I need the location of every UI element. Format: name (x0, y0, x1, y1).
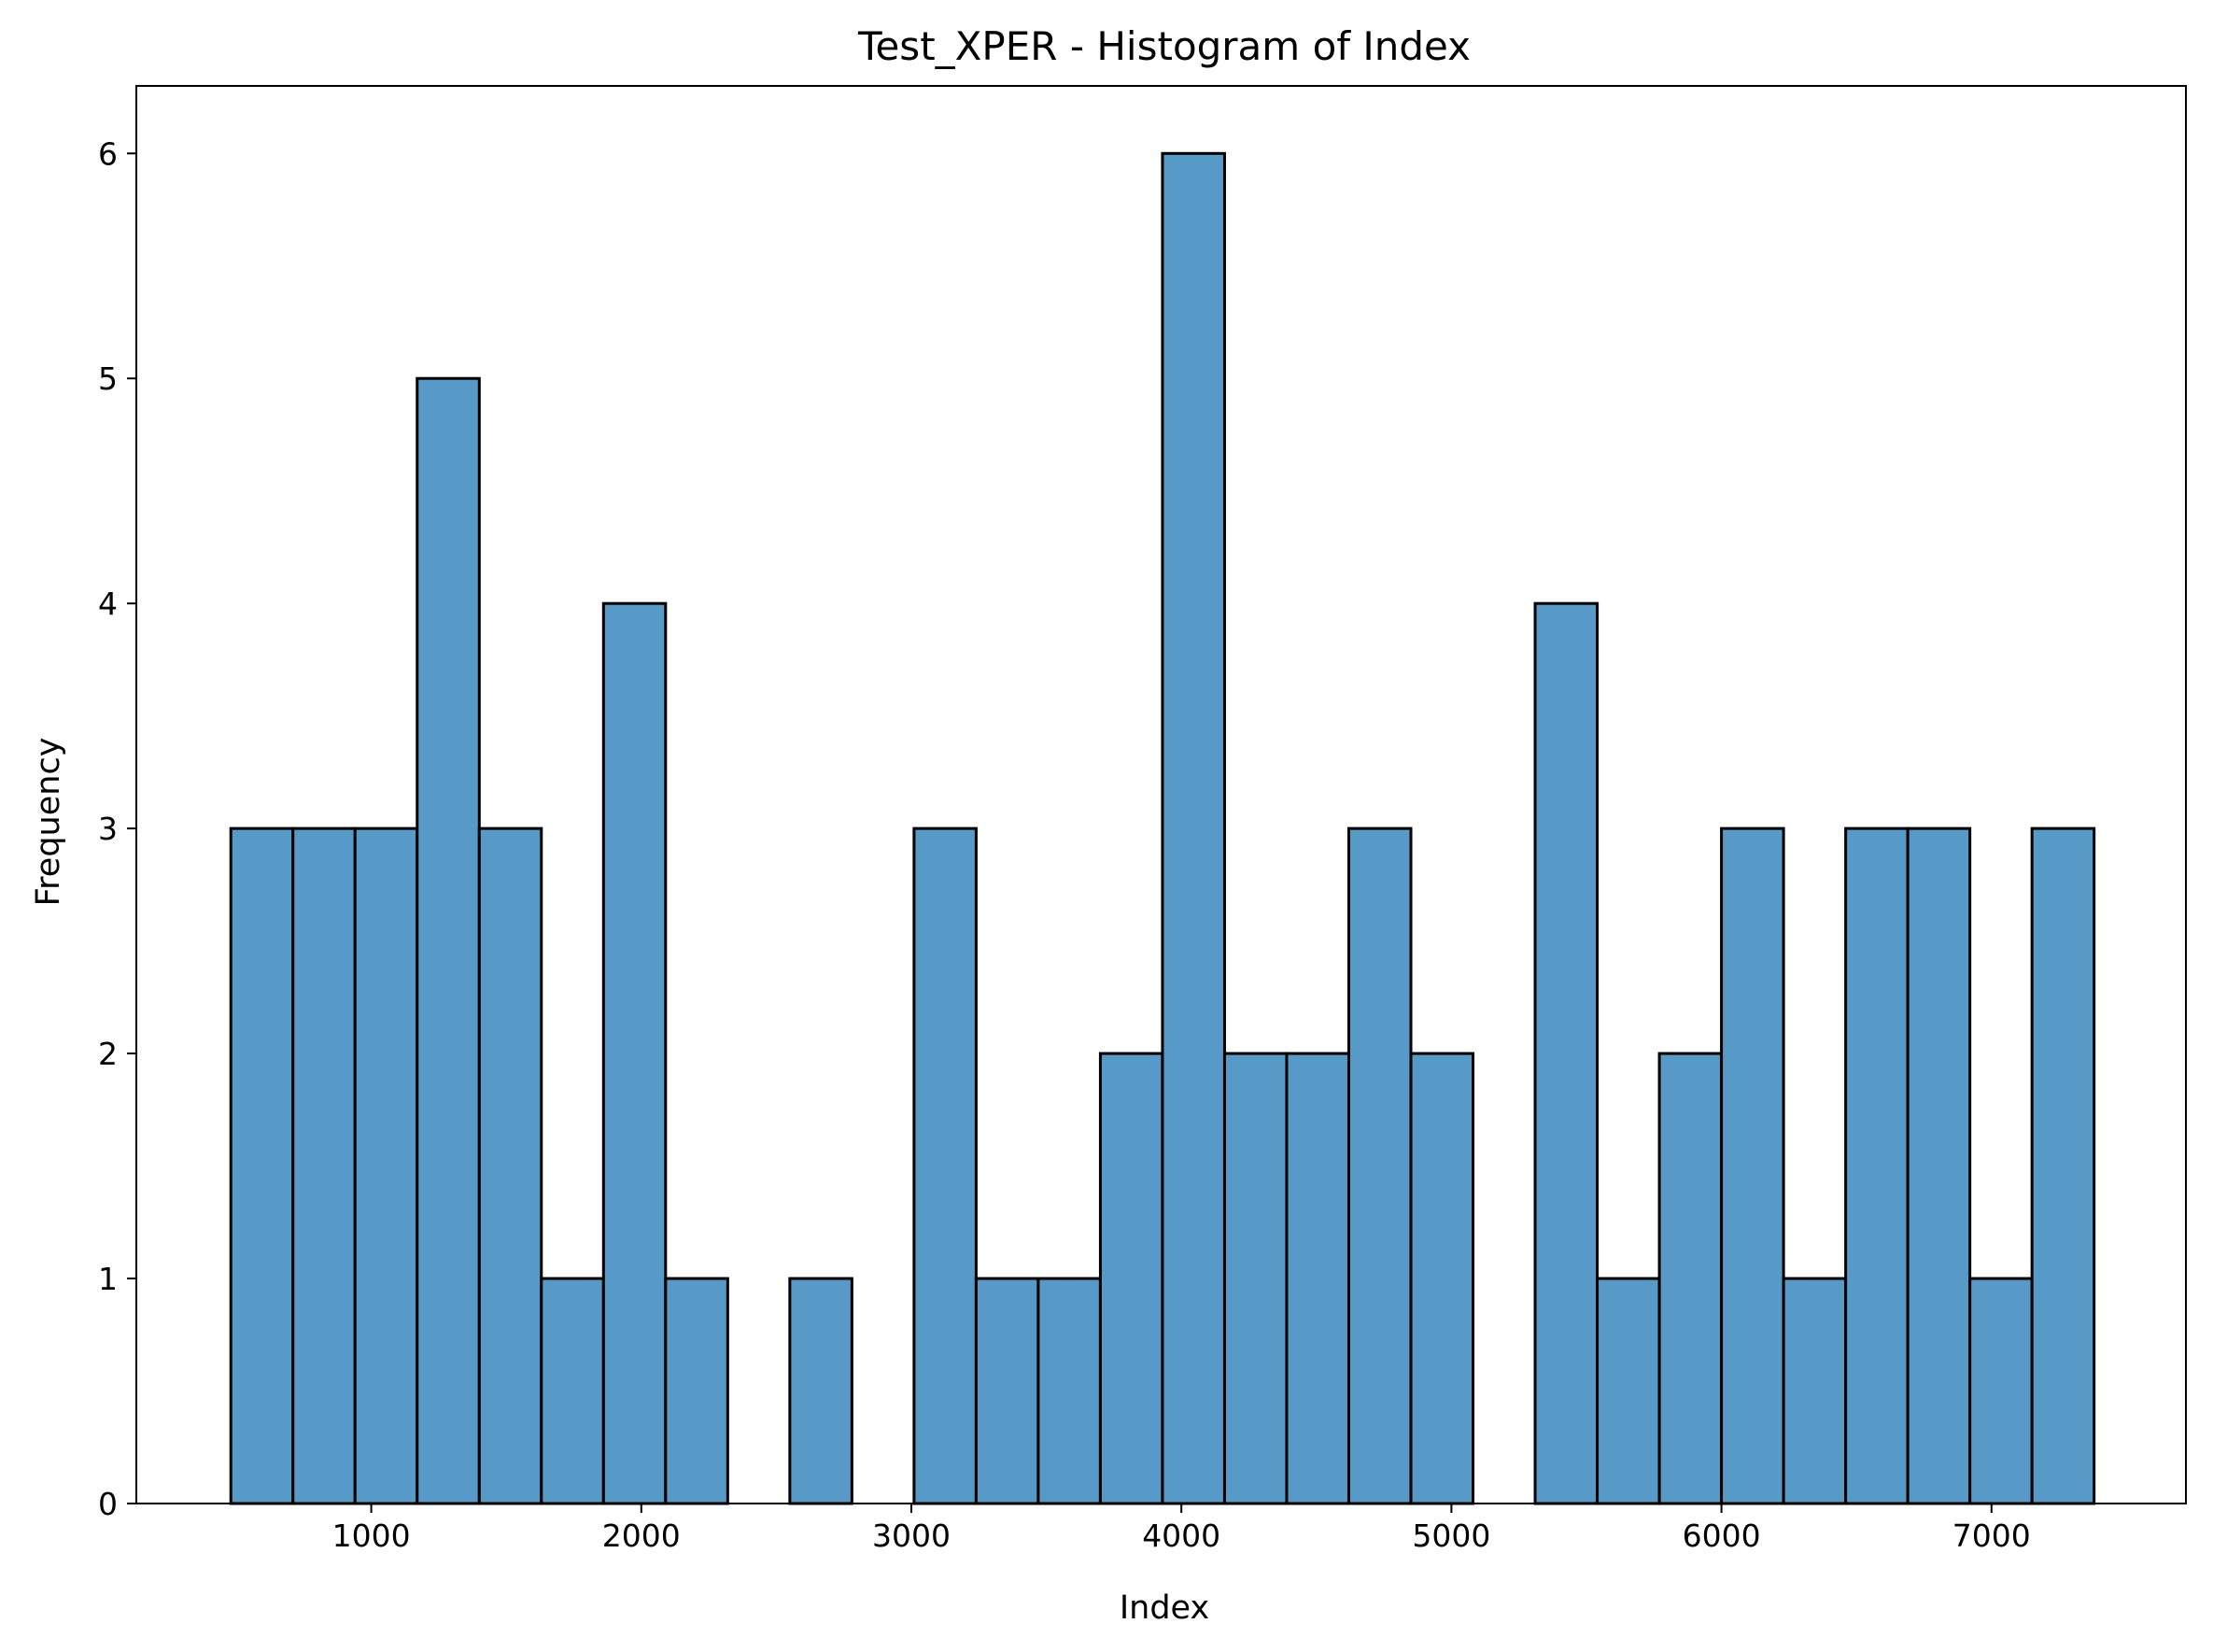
x-tick-label: 7000 (1952, 1518, 2031, 1554)
y-tick-label: 3 (98, 811, 118, 847)
x-tick-label: 2000 (602, 1518, 681, 1554)
x-tick-label: 3000 (872, 1518, 951, 1554)
histogram-bar (1285, 1052, 1350, 1505)
y-tick-label: 0 (98, 1486, 118, 1522)
y-tick-label: 1 (98, 1261, 118, 1297)
x-axis-label: Index (1120, 1589, 1209, 1627)
x-tick-label: 5000 (1412, 1518, 1490, 1554)
y-axis-label: Frequency (30, 738, 67, 907)
histogram-bar (1161, 151, 1226, 1505)
histogram-bar (353, 826, 419, 1505)
histogram-bar (477, 826, 543, 1505)
histogram-bar (664, 1277, 729, 1505)
histogram-bar (974, 1277, 1040, 1505)
histogram-bar (912, 826, 978, 1505)
histogram-bar (1222, 1052, 1289, 1505)
histogram-bar (1720, 826, 1785, 1505)
histogram-bar (291, 826, 357, 1505)
histogram-bar (2030, 826, 2096, 1505)
histogram-bar (1657, 1052, 1724, 1505)
plot-frame (135, 85, 2187, 1504)
x-axis-ticks: 1000 2000 3000 4000 5000 6000 7000 (332, 1504, 2031, 1554)
histogram-bar (1844, 826, 1910, 1505)
histogram-bar (1968, 1277, 2034, 1505)
chart-title: Test_XPER - Histogram of Index (857, 23, 1471, 69)
histogram-bar (540, 1277, 605, 1505)
histogram-bar (1409, 1052, 1475, 1505)
histogram-bar (1036, 1277, 1102, 1505)
y-tick-label: 5 (98, 360, 118, 397)
x-tick-label: 1000 (332, 1518, 411, 1554)
histogram-bar (1098, 1052, 1164, 1505)
histogram-bar (601, 601, 668, 1505)
y-axis-ticks: 0 1 2 3 4 5 6 (98, 135, 136, 1522)
bars-group (229, 151, 2096, 1505)
histogram-bar (1533, 601, 1600, 1505)
histogram-bar (788, 1277, 853, 1505)
histogram-bar (229, 826, 295, 1505)
y-tick-label: 2 (98, 1036, 118, 1072)
histogram-bar (1346, 826, 1413, 1505)
histogram-bar (1782, 1277, 1848, 1505)
x-tick-label: 6000 (1683, 1518, 1761, 1554)
x-tick-label: 4000 (1142, 1518, 1220, 1554)
histogram-bar (1596, 1277, 1661, 1505)
y-tick-label: 6 (98, 135, 118, 172)
y-tick-label: 4 (98, 586, 118, 622)
histogram-bar (1906, 826, 1972, 1505)
histogram-bar (416, 376, 481, 1505)
